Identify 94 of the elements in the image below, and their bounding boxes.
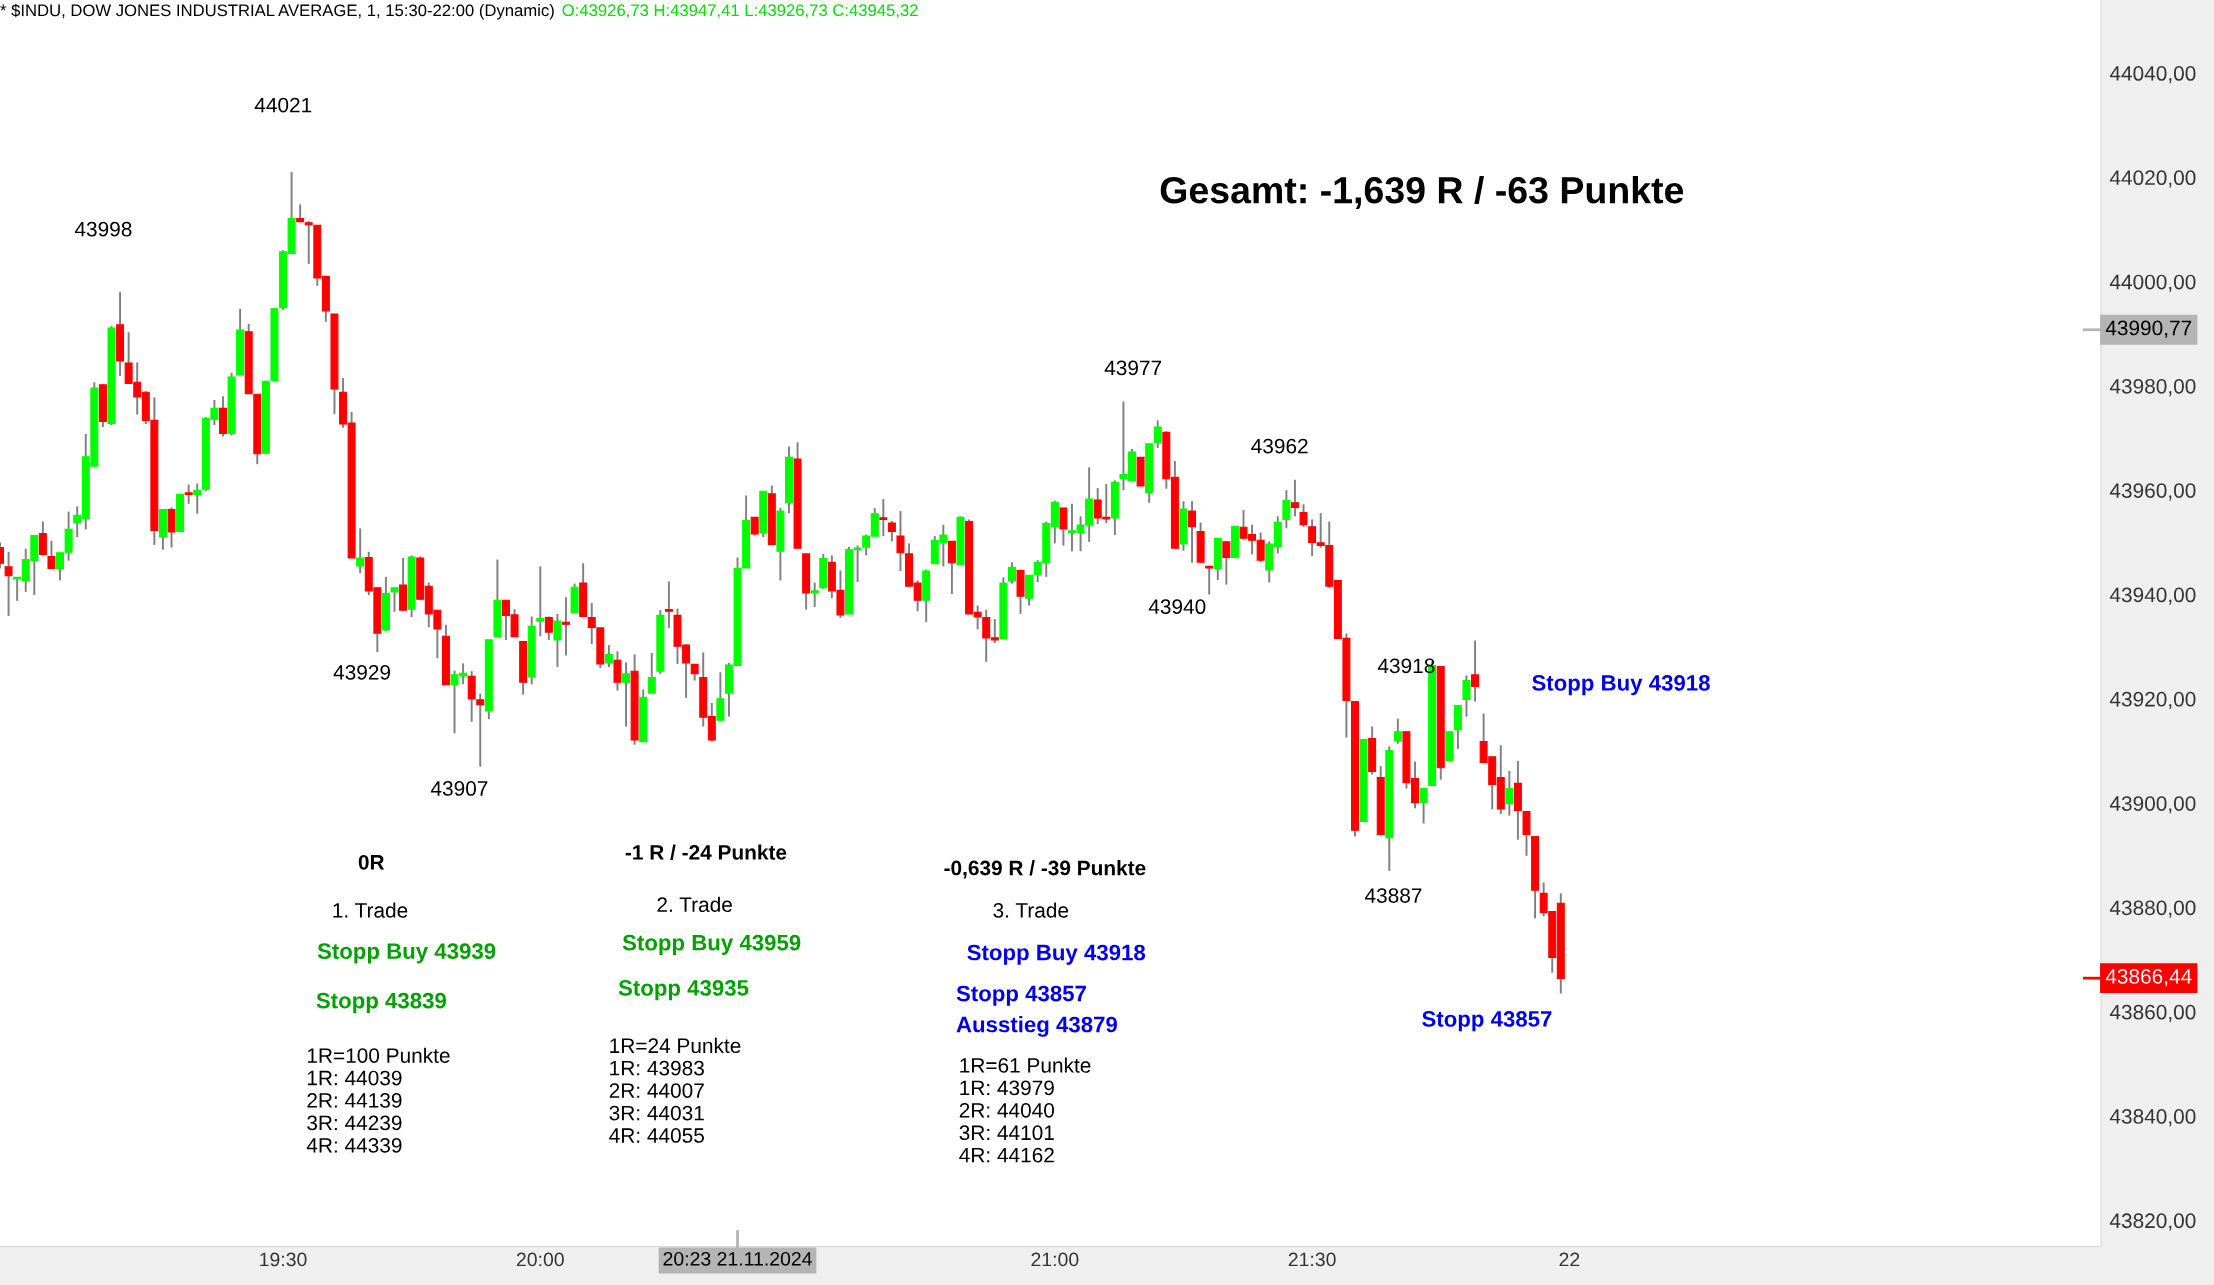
candlestick [562,596,570,657]
annotation: Stopp 43857 [1422,1011,1552,1032]
annotation: 43962 [1251,438,1308,454]
candlestick [184,483,193,505]
candlestick [1205,564,1214,596]
annotation: 43929 [333,664,391,680]
candlestick [613,650,622,692]
annotation: 0R [358,854,385,870]
x-tick-label: 19:30 [260,1252,307,1267]
candlestick [810,581,819,609]
annotation: -0,639 R / -39 Punkte [944,860,1146,879]
candlestick [750,516,759,537]
annotation: Stopp Buy 43939 [317,943,496,964]
annotation: -1 R / -24 Punkte [625,844,787,860]
candlestick [887,520,896,543]
annotation: 43940 [1148,599,1206,615]
candlestick [390,586,399,613]
annotation: Stopp Buy 43918 [967,944,1146,965]
candlestick [1059,507,1068,547]
candlestick [1290,478,1299,518]
annotation: 43918 [1377,658,1435,674]
annotation: 44021 [254,97,312,113]
chart-title: * $INDU, DOW JONES INDUSTRIAL AVERAGE, 1, 15:30-22:00 (Dynamic) [0,3,554,20]
candlestick [664,580,673,629]
candlestick [947,540,956,595]
candlestick [467,670,476,723]
candlestick [476,692,485,768]
x-tick-label: 22 [1559,1252,1580,1267]
candlestick [1153,419,1162,449]
y-tick-label: 43820,00 [2109,1213,2196,1231]
ref-line-label: 20:23 21.11.2024 [663,1251,812,1266]
candlestick [622,661,631,728]
candlestick [1282,489,1291,530]
x-tick-label: 21:00 [1031,1252,1079,1267]
annotation: Stopp Buy 43918 [1532,675,1710,696]
candlestick [1462,674,1471,718]
candlestick [4,550,13,617]
y-tick-label: 43940,00 [2109,587,2196,605]
x-tick-label: 20:00 [516,1252,564,1267]
annotation: 1R=100 Punkte 1R: 44039 2R: 44139 3R: 44239 4R: 44339 [306,1047,450,1153]
annotation: 3. Trade [993,902,1069,918]
annotation: Stopp Buy 43959 [622,934,801,955]
candlestick [304,220,313,265]
candlestick [1471,639,1480,703]
y-tick-label: 43960,00 [2109,483,2196,501]
annotation: 43998 [74,221,132,237]
candlestick [1222,539,1231,586]
y-tick-label: 43980,00 [2109,378,2196,397]
candlestick [1393,717,1402,745]
candlestick [1505,769,1514,817]
candlestick [38,520,47,557]
candlestick [167,506,176,549]
ref-line-label: 43990,77 [2105,320,2192,338]
chart-subtitle: O:43926,73 H:43947,41 L:43926,73 C:43945,32 [562,4,918,19]
candlestick [1188,500,1197,564]
annotation: 1R=61 Punkte 1R: 43979 2R: 44040 3R: 44101 4R: 44162 [959,1057,1091,1163]
candlestick [1007,561,1016,585]
x-tick-label: 21:30 [1288,1252,1336,1267]
candlestick [1419,787,1428,825]
y-tick-label: 43880,00 [2109,900,2196,918]
annotation: Stopp 43857 [956,985,1086,1006]
candlestick [604,644,613,668]
annotation: 1R=24 Punkte 1R: 43983 2R: 44007 3R: 44031 4R: 44055 [609,1037,741,1143]
annotation: 1. Trade [333,902,408,918]
annotation: Ausstieg 43879 [956,1016,1117,1037]
annotation: Gesamt: -1,639 R / -63 Punkte [1160,175,1684,209]
annotation: 2. Trade [657,896,732,913]
y-tick-label: 43860,00 [2109,1004,2196,1022]
candlestick [1025,574,1034,607]
candlestick [1299,503,1308,528]
annotation: Stopp 43839 [316,992,446,1013]
candlestick [1453,704,1462,750]
y-tick-label: 43900,00 [2109,796,2196,814]
candlestick [356,527,365,575]
candlestick [1522,810,1531,857]
y-tick-label: 44000,00 [2109,274,2196,292]
annotation: 43977 [1104,360,1162,376]
annotation: Stopp 43935 [618,980,749,1001]
candlestick [896,510,905,573]
y-tick-label: 44020,00 [2109,170,2196,188]
candlestick [879,498,888,538]
annotation: 43887 [1364,888,1422,903]
annotation: 43907 [430,781,488,796]
candlestick [47,539,56,570]
candlestick [536,565,545,638]
y-tick-label: 44040,00 [2109,66,2196,84]
y-tick-label: 43840,00 [2109,1109,2196,1127]
candlestick [716,671,725,722]
candlestick [193,482,202,515]
candlestick [544,615,553,641]
ref-line-label: 43866,44 [2105,969,2192,987]
y-tick-label: 43920,00 [2109,691,2196,710]
candlestick [647,651,656,695]
candlestick [553,612,562,668]
